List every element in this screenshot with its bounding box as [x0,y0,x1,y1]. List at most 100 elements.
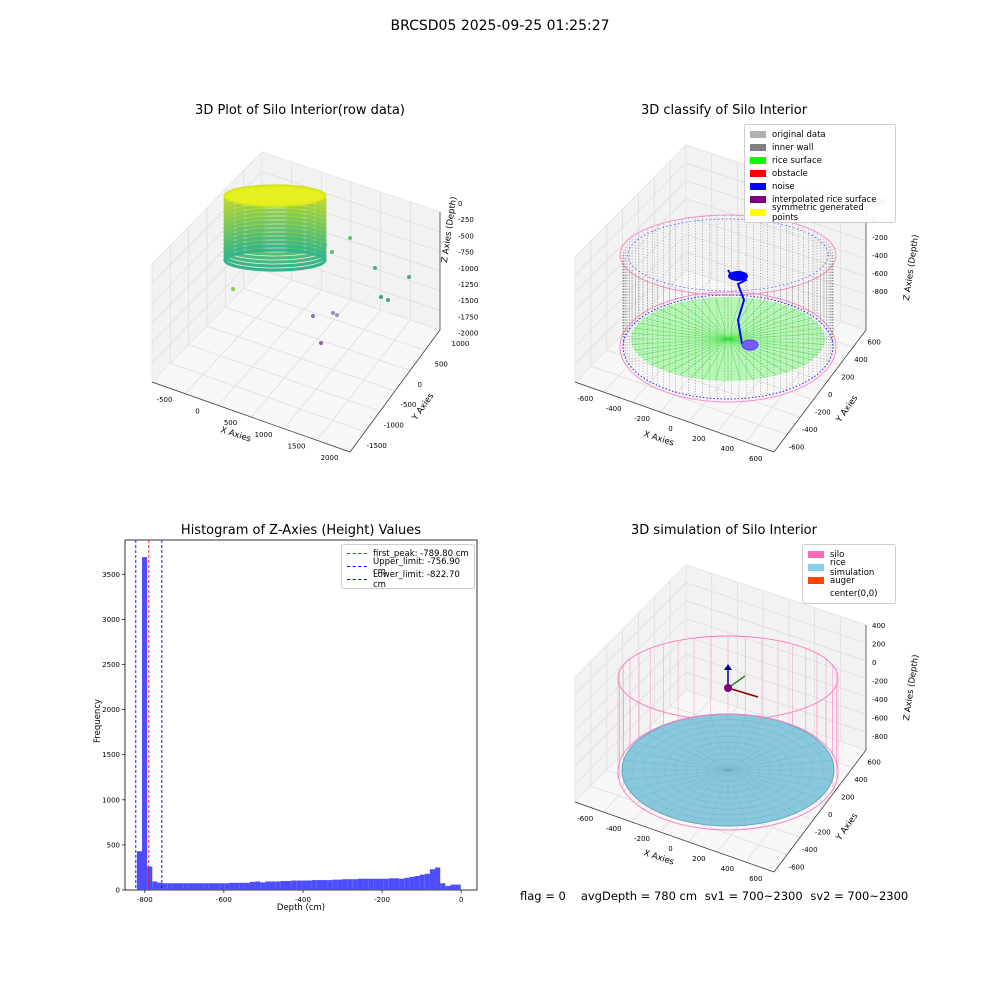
x-tick-label: 0 [668,845,672,853]
y-axis-line [773,329,867,453]
silo-bottom [619,291,837,403]
histogram-bars [136,557,461,890]
histogram-bar [399,878,405,890]
noise-ring-top [627,218,829,292]
rice-radial [727,338,822,351]
rice-grid-spoke [727,750,828,771]
x-tick-label: 500 [224,419,237,427]
legend-entry-original: original data [750,128,890,141]
histogram-bar [378,878,384,890]
histogram-bar [162,883,168,890]
x-tick-label: 600 [749,875,762,883]
z-tick-label: -400 [872,696,888,704]
cloud-ring [223,248,327,272]
rice-grid-spoke [691,769,729,823]
z-tick-label: 0 [872,659,876,667]
rice-grid-spoke [727,769,747,826]
legend-entry-first-peak: first_peak: -789.80 cm [347,547,469,560]
rice-grid-spoke [727,741,820,771]
silo-bottom-ring [617,713,839,831]
y-tick-label: 200 [841,374,854,382]
cloud-ring [223,236,327,260]
grid-line [574,600,687,713]
rice-radial [668,338,729,373]
grid-line [574,618,687,731]
grid-line [574,234,687,347]
grid-line [685,618,867,679]
histogram-bar [321,880,328,890]
z-tick-label: -2000 [458,330,478,338]
rice-radial [727,299,766,340]
rice-radial [643,338,729,361]
x-axis-line [574,801,775,873]
legend-entry-interpolated: interpolated rice surface [750,193,890,206]
outlier-point [319,341,323,345]
x-tick-label: 0 [668,425,672,433]
z-tick-label: -200 [872,678,888,686]
panel4-title: 3D simulation of Silo Interior [631,523,817,538]
z-tick-label: -1750 [458,313,478,321]
x-tick-label: -600 [577,395,593,403]
grid-line [685,216,867,277]
rice-radial [715,338,729,381]
grid-line [574,671,687,785]
histogram-bar [152,881,158,890]
z-tick-label: -1500 [458,297,478,305]
histogram-bar [234,882,240,890]
rice-grid-spoke [727,717,765,771]
x-tick-label: 400 [721,865,734,873]
histogram-bar [414,876,420,890]
grid-line [261,171,441,232]
grid-line [685,671,867,733]
rice-radial [727,338,818,356]
grid-line [685,198,867,259]
histogram-bar [285,880,292,890]
grid-line [574,162,687,276]
rice-grid-spoke [727,769,797,814]
histogram-bar [363,878,369,890]
legend-entry-upper-limit: Upper_limit: -756.90 cm [347,557,469,577]
z-tick-label: -250 [458,216,474,224]
panel2-legend: original data inner wall rice surface ob… [744,124,896,223]
y-tick-label: 200 [841,794,854,802]
z-tick-label: -750 [458,249,474,257]
histogram-bar [260,882,266,890]
y-tick-label: 0 [418,381,422,389]
z-tick-label: 200 [872,641,885,649]
y-tick-label: 0 [828,391,832,399]
y-tick-label: -500 [401,401,417,409]
y-tick-label: 500 [107,841,120,849]
x-tick-label: -400 [606,825,622,833]
panel1-title: 3D Plot of Silo Interior(row data) [195,103,405,118]
rice-radial [727,338,788,373]
histogram-bar [142,557,148,890]
rice-grid-spoke [709,714,729,771]
y-tick-label: 400 [854,776,867,784]
histogram-bar [255,881,261,890]
histogram-bar [136,851,143,890]
rice-grid-spoke [727,769,810,807]
histogram-bar [167,883,173,890]
grid-line [243,288,426,351]
histogram-bar [177,883,184,890]
grid-line [574,654,687,767]
cloud-ring [223,244,327,268]
rice-grid-spoke [727,733,810,771]
outlier-point [330,250,334,254]
rice-grid-spoke [727,721,782,771]
rice-radial [634,327,729,340]
status-avg-depth: avgDepth = 780 cm [580,889,698,903]
center-point [724,684,732,692]
x-tick-label: -400 [606,405,622,413]
outlier-point [379,295,383,299]
outlier-point [373,266,377,270]
x-tick-label: 0 [195,408,199,416]
outlier-point [386,298,390,302]
histogram-bar [316,880,322,890]
grid-line [685,233,867,295]
histogram-bar [301,880,307,890]
rice-radial [715,297,729,340]
rice-grid-spoke [727,769,782,819]
